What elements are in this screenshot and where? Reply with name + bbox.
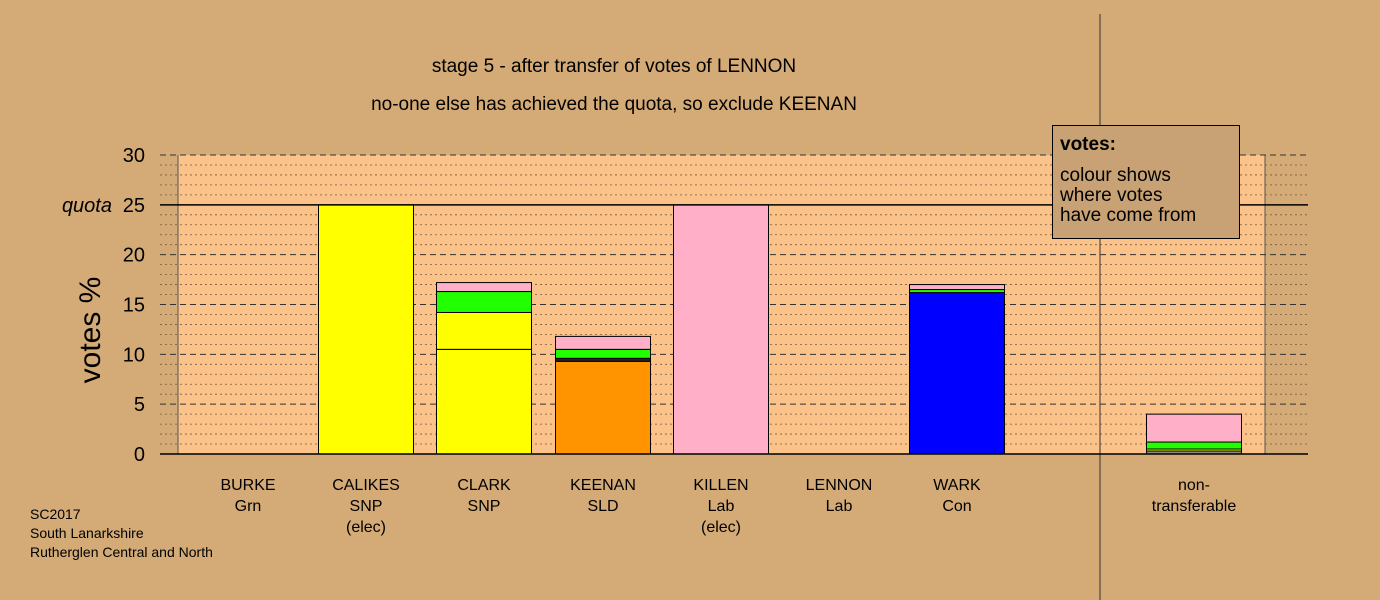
y-tick-label: 25 (123, 195, 145, 217)
x-tick-label: Lab (708, 498, 735, 515)
x-tick-label: (elec) (701, 519, 741, 536)
bar-segment (909, 292, 1005, 455)
x-tick-label: Grn (235, 498, 262, 515)
y-tick-label: 30 (123, 145, 145, 167)
legend-line: have come from (1060, 205, 1197, 226)
x-tick-label: LENNON (806, 477, 873, 494)
y-tick-label: 20 (123, 245, 145, 267)
x-tick-label: CLARK (457, 477, 511, 494)
x-tick-label: SNP (468, 498, 501, 515)
y-tick-label: 10 (123, 344, 145, 366)
x-tick-label: SLD (587, 498, 618, 515)
x-tick-label: Con (942, 498, 971, 515)
x-tick-label: WARK (933, 477, 981, 494)
chart-title: stage 5 - after transfer of votes of LEN… (432, 56, 796, 77)
legend-line: colour shows (1060, 165, 1171, 186)
x-tick-label: BURKE (220, 477, 275, 494)
bar-segment (909, 284, 1005, 291)
bar-segment (1146, 441, 1242, 450)
bar-segment (673, 204, 769, 455)
y-tick-label: 5 (134, 394, 145, 416)
footer-line: SC2017 (30, 506, 81, 522)
legend-title: votes: (1060, 134, 1116, 155)
x-tick-label: transferable (1152, 498, 1237, 515)
bar-segment (555, 348, 651, 359)
x-tick-label: SNP (350, 498, 383, 515)
bar-segment (555, 335, 651, 350)
bar-segment (436, 282, 532, 293)
y-axis-label: votes % (74, 277, 107, 384)
x-tick-label: Lab (826, 498, 853, 515)
legend: votes: colour shows where votes have com… (1052, 125, 1240, 239)
y-tick-label: 0 (134, 444, 145, 466)
bar-segment (318, 204, 414, 455)
legend-line: where votes (1060, 185, 1163, 206)
bar-segment (436, 311, 532, 350)
quota-label: quota (62, 195, 112, 217)
footer-line: Rutherglen Central and North (30, 544, 213, 560)
footer-caption: SC2017 South Lanarkshire Rutherglen Cent… (30, 505, 213, 562)
x-tick-label: KEENAN (570, 477, 636, 494)
bar-segment (555, 360, 651, 455)
bar-segment (436, 348, 532, 455)
x-tick-label: non- (1178, 477, 1210, 494)
x-tick-label: KILLEN (693, 477, 748, 494)
x-tick-label: CALIKES (332, 477, 400, 494)
y-tick-label: 15 (123, 295, 145, 317)
x-tick-label: (elec) (346, 519, 386, 536)
footer-line: South Lanarkshire (30, 525, 144, 541)
bar-segment (436, 291, 532, 313)
chart-subtitle: no-one else has achieved the quota, so e… (371, 94, 857, 115)
bar-segment (1146, 413, 1242, 443)
